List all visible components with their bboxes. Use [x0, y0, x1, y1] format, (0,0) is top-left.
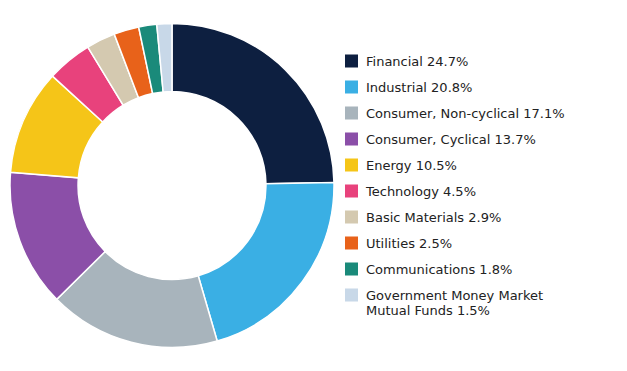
- legend-swatch: [345, 107, 358, 120]
- legend-label: Industrial 20.8%: [366, 80, 472, 95]
- legend-swatch: [345, 81, 358, 94]
- legend-swatch: [345, 263, 358, 276]
- legend-label: Communications 1.8%: [366, 262, 512, 277]
- legend-label: Financial 24.7%: [366, 54, 468, 69]
- legend-label: Basic Materials 2.9%: [366, 210, 501, 225]
- legend-label: Consumer, Non-cyclical 17.1%: [366, 106, 565, 121]
- slice: [10, 172, 105, 299]
- legend-label: Government Money MarketMutual Funds 1.5%: [366, 288, 543, 318]
- chart: Financial 24.7% Industrial 20.8% Consumer,…: [0, 0, 627, 371]
- legend-swatch: [345, 159, 358, 172]
- legend-swatch: [345, 133, 358, 146]
- legend: Financial 24.7% Industrial 20.8% Consumer,…: [345, 54, 565, 318]
- legend-swatch: [345, 55, 358, 68]
- slice: [157, 24, 172, 92]
- legend-swatch: [345, 237, 358, 250]
- legend-swatch: [345, 185, 358, 198]
- legend-label: Utilities 2.5%: [366, 236, 452, 251]
- slice: [198, 182, 334, 341]
- legend-label: Technology 4.5%: [365, 184, 476, 199]
- legend-swatch: [345, 211, 358, 224]
- legend-label: Energy 10.5%: [366, 158, 457, 173]
- slices: [10, 24, 334, 348]
- legend-swatch: [345, 289, 358, 302]
- legend-label: Consumer, Cyclical 13.7%: [366, 132, 536, 147]
- slice: [172, 24, 334, 184]
